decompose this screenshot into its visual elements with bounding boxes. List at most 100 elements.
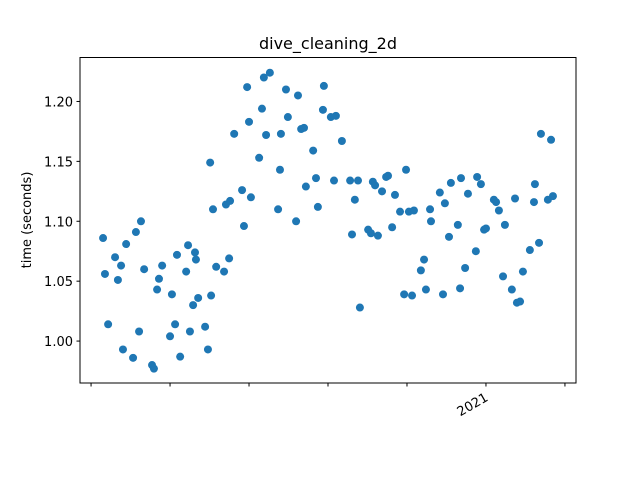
point bbox=[500, 220, 509, 229]
point bbox=[99, 234, 108, 243]
point bbox=[113, 275, 122, 284]
point bbox=[435, 188, 444, 197]
point bbox=[246, 193, 255, 202]
point bbox=[378, 187, 387, 196]
point bbox=[481, 224, 490, 233]
point bbox=[176, 352, 185, 361]
point bbox=[184, 241, 193, 250]
point bbox=[444, 232, 453, 241]
point bbox=[245, 117, 254, 126]
point bbox=[299, 123, 308, 132]
point bbox=[371, 181, 380, 190]
point bbox=[463, 189, 472, 198]
point bbox=[426, 205, 435, 214]
point bbox=[255, 153, 264, 162]
point bbox=[275, 165, 284, 174]
x-tick-label: 2021 bbox=[455, 390, 491, 420]
point bbox=[529, 198, 538, 207]
point bbox=[206, 158, 215, 167]
point bbox=[516, 297, 525, 306]
point bbox=[384, 171, 393, 180]
point bbox=[135, 327, 144, 336]
point bbox=[185, 327, 194, 336]
point bbox=[525, 246, 534, 255]
point bbox=[408, 291, 417, 300]
point bbox=[166, 332, 175, 341]
point bbox=[499, 272, 508, 281]
point bbox=[191, 255, 200, 264]
point bbox=[313, 202, 322, 211]
point bbox=[366, 229, 375, 238]
point bbox=[104, 320, 113, 329]
point bbox=[207, 291, 216, 300]
y-tick-label: 1.05 bbox=[44, 275, 73, 290]
point bbox=[238, 186, 247, 195]
point bbox=[259, 73, 268, 82]
point bbox=[220, 267, 229, 276]
y-axis-label: time (seconds) bbox=[20, 172, 35, 269]
point bbox=[131, 228, 140, 237]
point bbox=[396, 207, 405, 216]
point bbox=[230, 129, 239, 138]
point bbox=[440, 199, 449, 208]
point bbox=[122, 240, 131, 249]
point bbox=[243, 83, 252, 92]
point bbox=[209, 205, 218, 214]
point bbox=[319, 81, 328, 90]
point bbox=[350, 195, 359, 204]
point bbox=[390, 190, 399, 199]
point bbox=[118, 345, 127, 354]
point bbox=[548, 192, 557, 201]
point bbox=[409, 206, 418, 215]
y-tick-label: 1.15 bbox=[44, 155, 73, 170]
point bbox=[167, 290, 176, 299]
point bbox=[388, 223, 397, 232]
point bbox=[400, 290, 409, 299]
point bbox=[530, 180, 539, 189]
point bbox=[416, 266, 425, 275]
point bbox=[330, 176, 339, 185]
point bbox=[189, 301, 198, 310]
point bbox=[281, 85, 290, 94]
point bbox=[292, 217, 301, 226]
point bbox=[153, 285, 162, 294]
point bbox=[117, 261, 126, 270]
point bbox=[111, 253, 120, 262]
point bbox=[446, 178, 455, 187]
point bbox=[420, 255, 429, 264]
point bbox=[136, 217, 145, 226]
point bbox=[194, 293, 203, 302]
point bbox=[473, 172, 482, 181]
point bbox=[535, 238, 544, 247]
y-tick-label: 1.00 bbox=[44, 335, 73, 350]
point bbox=[453, 220, 462, 229]
point bbox=[494, 206, 503, 215]
point bbox=[171, 320, 180, 329]
point bbox=[274, 205, 283, 214]
point bbox=[203, 345, 212, 354]
point bbox=[276, 129, 285, 138]
point bbox=[511, 194, 520, 203]
point bbox=[507, 285, 516, 294]
point bbox=[190, 248, 199, 257]
point bbox=[518, 267, 527, 276]
point bbox=[476, 180, 485, 189]
point bbox=[348, 230, 357, 239]
point bbox=[149, 364, 158, 373]
point bbox=[100, 269, 109, 278]
point bbox=[257, 104, 266, 113]
point bbox=[456, 284, 465, 293]
point bbox=[426, 217, 435, 226]
point bbox=[438, 290, 447, 299]
point bbox=[373, 231, 382, 240]
point bbox=[293, 91, 302, 100]
point bbox=[212, 262, 221, 271]
point bbox=[461, 263, 470, 272]
point bbox=[154, 274, 163, 283]
point bbox=[471, 247, 480, 256]
point bbox=[262, 131, 271, 140]
point bbox=[226, 196, 235, 205]
axes-frame bbox=[79, 57, 577, 384]
point bbox=[309, 146, 318, 155]
point bbox=[283, 113, 292, 122]
